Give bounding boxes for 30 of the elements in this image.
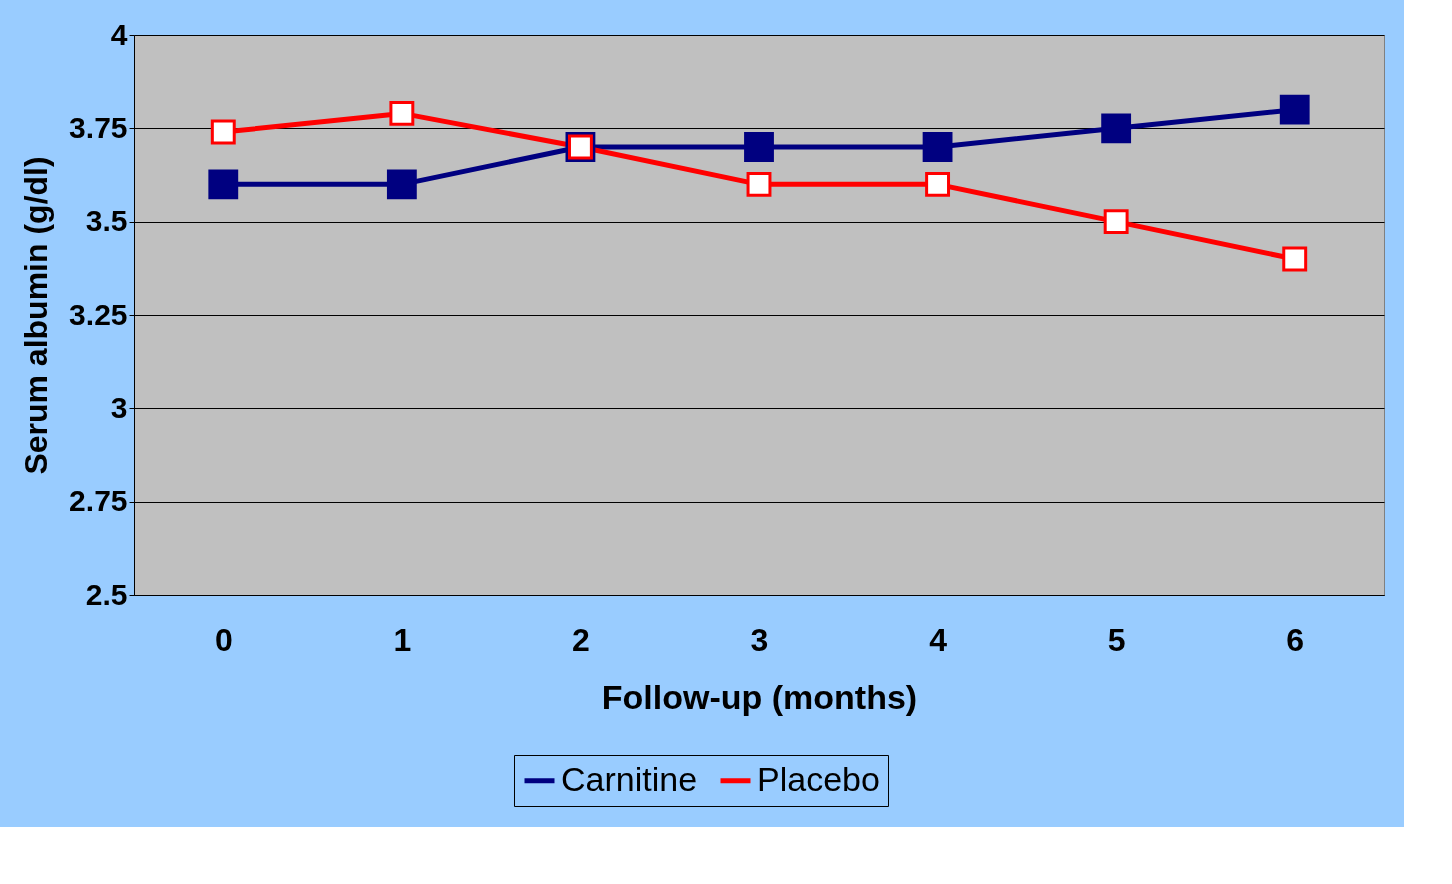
y-tick-label: 3.5: [85, 204, 128, 238]
x-tick-label: 1: [393, 621, 412, 658]
point: [1101, 113, 1132, 144]
y-tick-label: 4: [110, 17, 128, 51]
point: [925, 171, 951, 197]
y-tick-label: 3.75: [69, 110, 128, 144]
x-tick-label: 4: [929, 621, 948, 658]
x-tick-label: 3: [750, 621, 769, 658]
point: [1282, 246, 1308, 272]
y-tick-label: 3: [110, 390, 128, 424]
point: [208, 169, 239, 200]
point: [210, 119, 236, 145]
y-axis-title: Serum albumin (g/dl): [18, 156, 55, 475]
legend-label: Placebo: [757, 759, 880, 798]
point: [744, 132, 774, 162]
x-tick-label: 6: [1286, 621, 1305, 658]
point: [1103, 209, 1129, 235]
x-axis-title: Follow-up (months): [601, 677, 918, 716]
point: [389, 100, 415, 126]
point: [922, 132, 953, 162]
point: [386, 169, 417, 200]
y-tick-label: 2.75: [69, 484, 128, 518]
legend-label: Carnitine: [561, 759, 698, 798]
y-tick-label: 2.5: [85, 577, 128, 611]
y-tick-label: 3.25: [69, 297, 128, 331]
point: [1279, 94, 1310, 125]
x-tick-label: 0: [214, 621, 233, 658]
x-tick-label: 5: [1107, 621, 1126, 658]
point: [746, 171, 772, 197]
x-tick-label: 2: [572, 621, 590, 658]
